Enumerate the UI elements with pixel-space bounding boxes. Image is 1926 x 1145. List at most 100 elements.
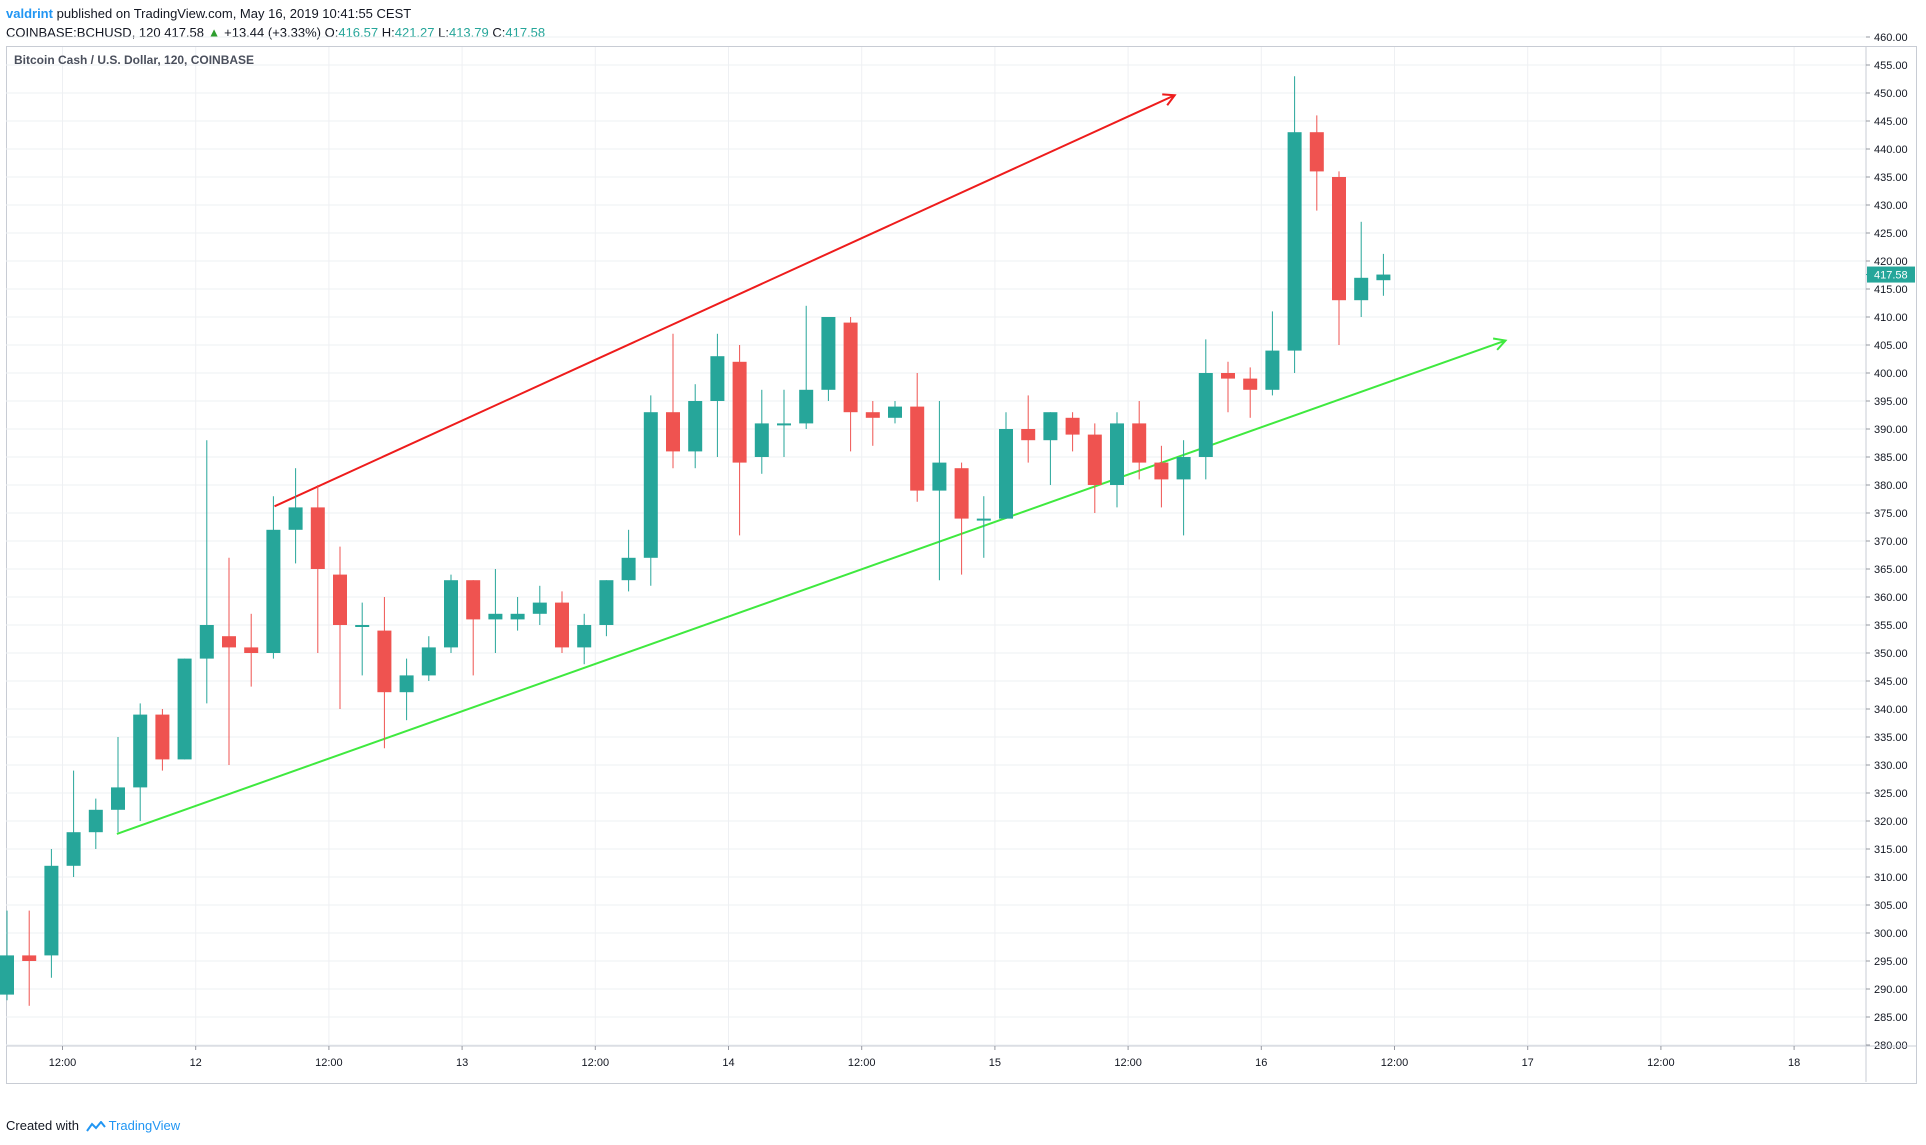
- price-tick-label: 320.00: [1874, 816, 1908, 828]
- time-tick-label: 12: [190, 1057, 202, 1069]
- bullish-candle: [777, 389, 791, 457]
- price-tick-label: 410.00: [1874, 312, 1908, 324]
- bullish-candle: [1198, 339, 1213, 480]
- candle-body: [910, 406, 925, 491]
- candle-body: [1198, 373, 1213, 457]
- candle-body: [643, 412, 658, 558]
- candle-body: [821, 317, 836, 390]
- price-tick-label: 300.00: [1874, 928, 1908, 940]
- bullish-candle: [1043, 412, 1058, 485]
- low-label: L:: [438, 25, 449, 40]
- candle-body: [1065, 417, 1080, 435]
- candle-body: [399, 675, 414, 693]
- time-tick-label: 12:00: [315, 1057, 343, 1069]
- candle-body: [532, 602, 547, 614]
- candle-body: [488, 613, 503, 620]
- candle-body: [865, 412, 880, 418]
- bullish-candle: [1265, 311, 1280, 396]
- price-tick-label: 360.00: [1874, 592, 1908, 604]
- price-tick-label: 330.00: [1874, 760, 1908, 772]
- candle-body: [444, 580, 458, 648]
- price-tick-label: 350.00: [1874, 648, 1908, 660]
- candle-body: [954, 468, 969, 519]
- bearish-candle: [1309, 115, 1324, 211]
- price-tick-label: 415.00: [1874, 284, 1908, 296]
- bearish-candle: [1087, 423, 1102, 513]
- footer: Created with TradingView: [6, 1118, 180, 1133]
- bullish-candle: [111, 737, 125, 833]
- candle-body: [1087, 434, 1102, 485]
- bullish-candle: [266, 496, 281, 659]
- candles: [0, 76, 1391, 1006]
- time-tick-label: 17: [1522, 1057, 1534, 1069]
- time-axis[interactable]: 12:00 12 12:00 13 12:00 14 12:00 15 12:00 16 12:00…: [6, 1045, 1916, 1069]
- bearish-candle: [377, 597, 392, 749]
- bearish-candle: [910, 373, 925, 502]
- candle-body: [999, 429, 1013, 519]
- published-text: published on TradingView.com, May 16, 20…: [56, 6, 412, 21]
- bullish-candle: [1110, 412, 1124, 508]
- price-tick-label: 310.00: [1874, 872, 1908, 884]
- candle-body: [666, 412, 680, 452]
- last-price-tag: 417.58: [1866, 266, 1915, 283]
- price-tick-label: 405.00: [1874, 340, 1908, 352]
- price-tick-label: 340.00: [1874, 704, 1908, 716]
- candle-body: [88, 809, 103, 833]
- candle-body: [843, 322, 858, 413]
- price-axis[interactable]: 280.00285.00290.00295.00300.00305.00310.…: [1865, 32, 1908, 1082]
- bearish-candle: [732, 345, 747, 536]
- last-price: 417.58: [164, 25, 204, 40]
- candle-body: [155, 714, 170, 760]
- tradingview-logo-icon: [85, 1120, 106, 1132]
- tradingview-brand-link[interactable]: TradingView: [108, 1118, 181, 1133]
- candle-body: [377, 630, 392, 693]
- price-change: +13.44 (+3.33%): [224, 25, 321, 40]
- open-value: 416.57: [338, 25, 379, 40]
- candle-body: [888, 406, 902, 418]
- author-link[interactable]: valdrint: [6, 6, 53, 21]
- price-tick-label: 325.00: [1874, 788, 1908, 800]
- chart-frame[interactable]: [6, 46, 1917, 1084]
- candle-body: [1309, 132, 1324, 172]
- created-with-text: Created with: [6, 1118, 79, 1133]
- publish-line: valdrint published on TradingView.com, M…: [6, 6, 411, 21]
- bullish-candle: [1287, 76, 1302, 373]
- resistance-trendline: [274, 95, 1175, 508]
- bullish-candle: [621, 529, 636, 592]
- price-tick-label: 445.00: [1874, 116, 1908, 128]
- high-label: H:: [381, 25, 395, 40]
- close-value: 417.58: [505, 25, 546, 40]
- price-tick-label: 295.00: [1874, 956, 1908, 968]
- candle-body: [510, 613, 525, 620]
- bullish-candle: [599, 580, 614, 637]
- price-tick-label: 460.00: [1874, 32, 1908, 44]
- bullish-candle: [488, 569, 503, 653]
- bearish-candle: [222, 557, 236, 765]
- candle-body: [1354, 277, 1369, 301]
- time-tick-label: 12:00: [49, 1057, 77, 1069]
- candle-body: [1221, 373, 1235, 379]
- candle-body: [421, 647, 436, 676]
- candle-body: [577, 625, 592, 648]
- time-tick-label: 16: [1255, 1057, 1267, 1069]
- bearish-candle: [1132, 401, 1147, 480]
- bearish-candle: [1065, 412, 1080, 452]
- bullish-candle: [821, 317, 836, 401]
- price-tick-label: 355.00: [1874, 620, 1908, 632]
- bearish-candle: [1221, 361, 1235, 413]
- price-tick-label: 395.00: [1874, 396, 1908, 408]
- high-value: 421.27: [394, 25, 435, 40]
- price-tick-label: 375.00: [1874, 508, 1908, 520]
- candle-body: [1265, 350, 1280, 390]
- candle-body: [1043, 412, 1058, 441]
- bullish-candle: [0, 910, 14, 1001]
- bullish-candle: [1176, 440, 1191, 536]
- bullish-candle: [976, 496, 991, 558]
- bearish-candle: [155, 709, 170, 771]
- time-tick-label: 12:00: [1381, 1057, 1409, 1069]
- bearish-candle: [666, 333, 680, 469]
- bearish-candle: [333, 546, 347, 709]
- candle-body: [1132, 423, 1147, 463]
- bearish-candle: [310, 485, 325, 653]
